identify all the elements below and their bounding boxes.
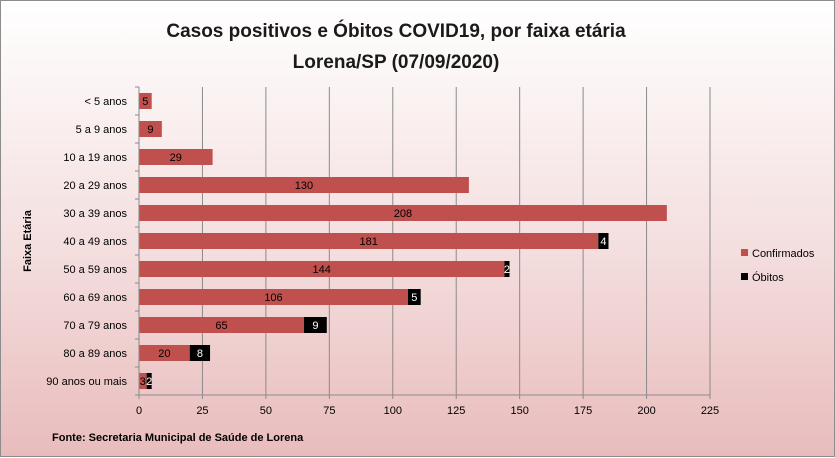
data-label-obitos: 4 xyxy=(600,236,606,248)
y-tick-label: 60 a 69 anos xyxy=(63,292,127,304)
source-note: Fonte: Secretaria Municipal de Saúde de … xyxy=(52,432,304,444)
y-tick-label: 10 a 19 anos xyxy=(63,152,127,164)
x-tick-label: 75 xyxy=(323,405,335,417)
legend-label: Óbitos xyxy=(752,271,784,284)
data-label-confirmados: 29 xyxy=(170,152,182,164)
x-tick-label: 225 xyxy=(701,405,719,417)
bar-obitos xyxy=(504,261,510,277)
x-tick-label: 175 xyxy=(574,405,592,417)
data-label-confirmados: 130 xyxy=(295,180,313,192)
bar-confirmados xyxy=(139,93,152,109)
data-label-confirmados: 181 xyxy=(359,236,377,248)
x-tick-label: 200 xyxy=(637,405,655,417)
data-label-confirmados: 65 xyxy=(215,320,227,332)
bar-confirmados xyxy=(139,121,162,137)
bar-confirmados xyxy=(139,149,213,165)
legend-swatch xyxy=(741,249,748,256)
data-label-obitos: 2 xyxy=(146,376,152,388)
bar-confirmados xyxy=(139,289,409,305)
data-label-confirmados: 3 xyxy=(140,376,146,388)
bar-obitos xyxy=(146,373,152,389)
y-tick-label: 20 a 29 anos xyxy=(63,180,127,192)
y-tick-label: 40 a 49 anos xyxy=(63,236,127,248)
bar-confirmados xyxy=(139,317,304,333)
x-tick-label: 125 xyxy=(447,405,465,417)
y-tick-label: 90 anos ou mais xyxy=(46,376,127,388)
bar-confirmados xyxy=(139,261,505,277)
data-label-confirmados: 144 xyxy=(313,264,331,276)
y-tick-label: 30 a 39 anos xyxy=(63,208,127,220)
y-tick-label: < 5 anos xyxy=(84,96,127,108)
bar-confirmados xyxy=(139,233,599,249)
data-label-confirmados: 208 xyxy=(394,208,412,220)
data-label-confirmados: 9 xyxy=(147,124,153,136)
data-label-obitos: 9 xyxy=(312,320,318,332)
x-tick-label: 150 xyxy=(510,405,528,417)
data-label-obitos: 5 xyxy=(411,292,417,304)
bar-confirmados xyxy=(139,205,667,221)
chart-title: Casos positivos e Óbitos COVID19, por fa… xyxy=(166,20,626,42)
bar-obitos xyxy=(598,233,609,249)
y-tick-label: 80 a 89 anos xyxy=(63,348,127,360)
legend: Confirmados Óbitos xyxy=(741,248,815,284)
chart-subtitle: Lorena/SP (07/09/2020) xyxy=(293,52,500,73)
bar-obitos xyxy=(303,317,327,333)
data-label-obitos: 2 xyxy=(504,264,510,276)
y-tick-label: 50 a 59 anos xyxy=(63,264,127,276)
y-tick-label: 70 a 79 anos xyxy=(63,320,127,332)
legend-label: Confirmados xyxy=(752,248,815,260)
x-tick-label: 50 xyxy=(260,405,272,417)
bar-obitos xyxy=(189,345,211,361)
y-tick-label: 5 a 9 anos xyxy=(76,124,128,136)
bar-confirmados xyxy=(139,177,469,193)
legend-swatch xyxy=(741,273,748,280)
x-tick-label: 25 xyxy=(196,405,208,417)
data-label-confirmados: 20 xyxy=(158,348,170,360)
bar-confirmados xyxy=(139,373,147,389)
data-label-confirmados: 106 xyxy=(264,292,282,304)
bar-confirmados xyxy=(139,345,190,361)
x-tick-label: 0 xyxy=(136,405,142,417)
y-axis-label: Faixa Etária xyxy=(22,209,34,272)
data-label-confirmados: 5 xyxy=(142,96,148,108)
data-label-obitos: 8 xyxy=(197,348,203,360)
x-tick-label: 100 xyxy=(384,405,402,417)
bar-obitos xyxy=(408,289,421,305)
